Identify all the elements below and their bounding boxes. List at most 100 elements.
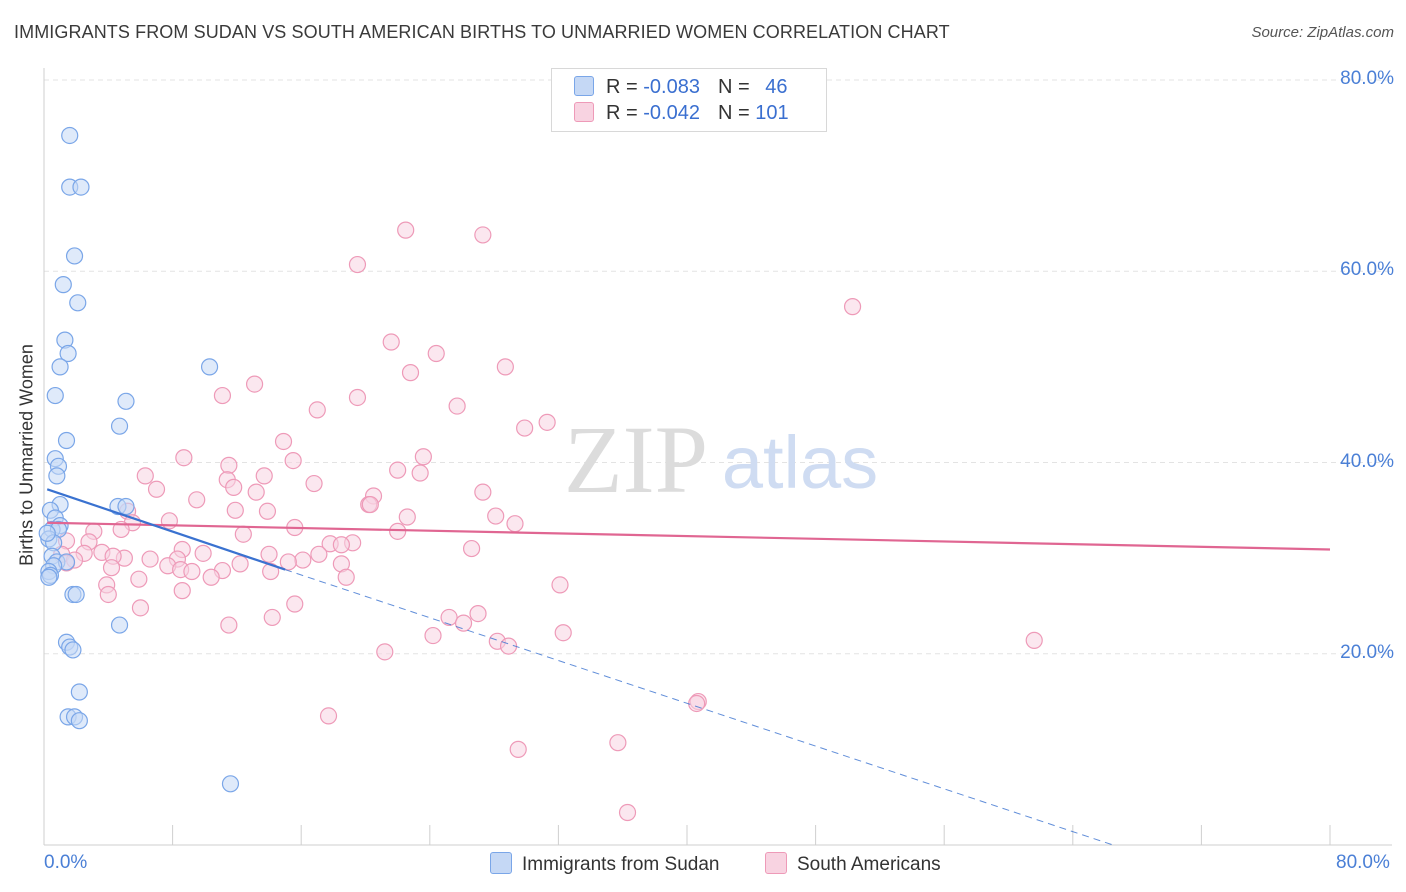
point-south-americans: [551, 576, 569, 594]
point-south-americans: [220, 456, 238, 474]
point-south-americans: [401, 364, 420, 382]
point-south-americans: [440, 608, 458, 627]
point-sudan: [200, 358, 219, 376]
point-south-americans: [99, 585, 117, 604]
point-south-americans: [462, 539, 481, 558]
point-south-americans: [487, 507, 505, 525]
watermark-atlas: atlas: [722, 421, 878, 504]
point-south-americans: [220, 616, 238, 634]
point-south-americans: [245, 375, 264, 393]
point-sudan: [117, 497, 135, 516]
source-note: Source: ZipAtlas.com: [1251, 24, 1394, 41]
point-south-americans: [411, 464, 429, 482]
point-south-americans: [454, 614, 473, 632]
point-sudan: [117, 392, 135, 410]
point-south-americans: [427, 344, 445, 363]
legend-n-label: N =: [717, 76, 756, 98]
point-south-americans: [226, 501, 244, 519]
point-south-americans: [1025, 631, 1043, 649]
legend-r-label: R =: [606, 102, 644, 124]
point-sudan: [70, 683, 88, 701]
trend-line-sudan-extrapolated: [284, 569, 1114, 846]
point-sudan: [110, 616, 129, 634]
point-south-americans: [102, 559, 121, 577]
point-south-americans: [843, 298, 862, 316]
point-sudan: [69, 294, 87, 312]
point-south-americans: [234, 525, 252, 543]
point-south-americans: [398, 508, 416, 526]
point-south-americans: [284, 451, 302, 470]
legend-item-south-americans: South Americans: [765, 852, 941, 876]
legend-swatch-sudan: [490, 852, 512, 874]
legend-r-label: R =: [606, 76, 644, 98]
point-sudan: [72, 178, 90, 196]
point-south-americans: [538, 413, 556, 431]
legend-row-south-americans: R = -0.042 N = 101: [574, 102, 789, 126]
point-south-americans: [194, 544, 212, 562]
y-tick-label: 40.0%: [1340, 450, 1394, 472]
point-south-americans: [424, 626, 442, 645]
point-sudan: [64, 641, 82, 659]
trend-lines: [46, 488, 1331, 846]
watermark-zip: ZIP: [564, 406, 708, 513]
point-south-americans: [136, 467, 154, 485]
point-sudan: [40, 568, 58, 586]
legend-swatch-south-americans: [765, 852, 787, 874]
legend-label-south-americans: South Americans: [797, 854, 941, 875]
point-south-americans: [414, 448, 432, 466]
point-south-americans: [469, 604, 487, 623]
point-south-americans: [231, 555, 249, 573]
point-south-americans: [609, 734, 627, 752]
point-sudan: [65, 247, 84, 265]
point-sudan: [54, 276, 72, 294]
point-south-americans: [474, 483, 492, 501]
point-south-americans: [361, 495, 379, 514]
point-sudan: [48, 467, 66, 485]
chart-title: IMMIGRANTS FROM SUDAN VS SOUTH AMERICAN …: [14, 22, 950, 42]
point-south-americans: [141, 550, 159, 568]
point-south-americans: [509, 740, 527, 758]
legend-swatch-south-americans: [574, 102, 594, 122]
point-south-americans: [496, 358, 514, 376]
legend-row-sudan: R = -0.083 N = 46: [574, 76, 787, 100]
point-south-americans: [337, 568, 355, 586]
point-south-americans: [255, 467, 273, 485]
point-south-americans: [173, 582, 191, 600]
point-south-americans: [516, 419, 534, 437]
point-south-americans: [262, 562, 280, 581]
point-south-americans: [183, 562, 201, 581]
point-south-americans: [260, 545, 278, 563]
point-south-americans: [258, 502, 277, 520]
point-south-americans: [348, 255, 367, 274]
point-south-americans: [147, 480, 166, 498]
legend-r-value-sudan: -0.083: [643, 76, 700, 98]
point-south-americans: [506, 515, 524, 533]
y-tick-label: 60.0%: [1340, 259, 1394, 281]
point-south-americans: [294, 551, 312, 569]
point-south-americans: [389, 522, 407, 540]
point-sudan: [57, 431, 76, 450]
point-south-americans: [448, 397, 466, 415]
point-south-americans: [279, 553, 297, 571]
point-sudan: [38, 524, 56, 542]
point-south-americans: [382, 333, 400, 351]
point-sudan: [51, 358, 69, 376]
point-south-americans: [263, 608, 281, 627]
point-south-americans: [332, 536, 350, 554]
point-sudan: [221, 775, 240, 793]
point-south-americans: [225, 478, 243, 496]
y-tick-label: 80.0%: [1340, 68, 1394, 89]
point-sudan: [70, 712, 88, 730]
point-south-americans: [310, 545, 328, 563]
x-tick-label-min: 0.0%: [44, 852, 88, 873]
point-south-americans: [397, 221, 415, 239]
point-south-americans: [376, 643, 394, 661]
point-south-americans: [247, 483, 265, 501]
x-tick-label-max: 80.0%: [1336, 852, 1390, 873]
trend-line-sudan: [46, 488, 286, 571]
point-south-americans: [286, 595, 304, 613]
point-south-americans: [202, 568, 220, 586]
axes: [43, 68, 1392, 846]
watermark: ZIP atlas: [564, 406, 878, 513]
